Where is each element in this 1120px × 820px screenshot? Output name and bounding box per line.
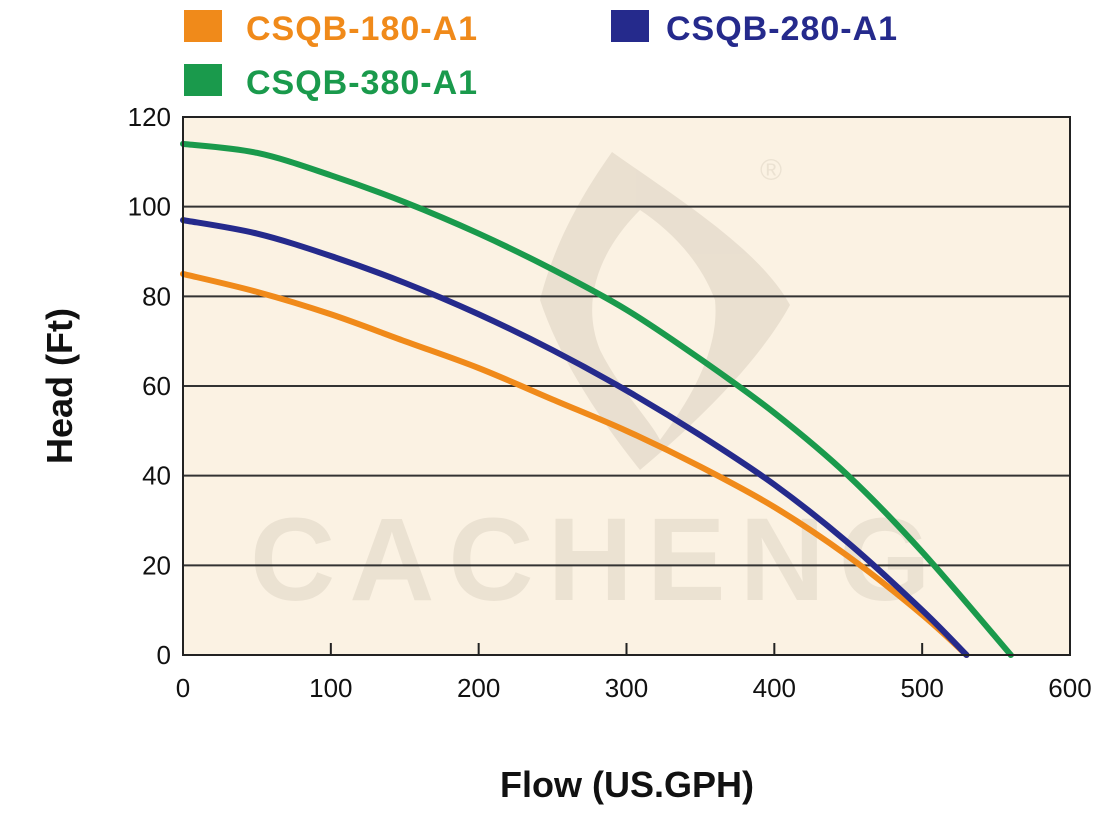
x-axis-title: Flow (US.GPH) xyxy=(500,764,754,805)
x-tick-label: 0 xyxy=(176,673,190,703)
legend-swatch-csqb-180-a1 xyxy=(184,10,222,42)
x-tick-label: 600 xyxy=(1048,673,1091,703)
y-tick-label: 20 xyxy=(142,550,171,580)
watermark: CACHENG ® xyxy=(250,152,945,626)
legend-label-csqb-280-a1: CSQB-280-A1 xyxy=(666,10,898,48)
series-line-csqb-280-a1 xyxy=(180,217,970,658)
legend-label-csqb-180-a1: CSQB-180-A1 xyxy=(246,10,478,48)
y-tick-label: 60 xyxy=(142,371,171,401)
grid-lines xyxy=(183,205,1070,567)
y-tick-label: 0 xyxy=(157,640,171,670)
watermark-logo-icon xyxy=(540,152,790,470)
legend-swatch-csqb-280-a1 xyxy=(611,10,649,42)
y-tick-label: 40 xyxy=(142,461,171,491)
y-axis-title: Head (Ft) xyxy=(39,308,80,464)
y-tick-label: 120 xyxy=(128,102,171,132)
x-tick-label: 200 xyxy=(457,673,500,703)
x-tick-label: 300 xyxy=(605,673,648,703)
watermark-text: CACHENG xyxy=(250,494,945,626)
legend-label-csqb-380-a1: CSQB-380-A1 xyxy=(246,64,478,102)
y-tick-label: 80 xyxy=(142,281,171,311)
y-axis-ticks: 0 20 40 60 80 100 120 xyxy=(128,102,171,670)
series-lines xyxy=(180,140,1014,658)
series-line-csqb-380-a1 xyxy=(180,140,1014,658)
x-tick-label: 400 xyxy=(753,673,796,703)
x-axis-ticks: 0 100 200 300 400 500 600 xyxy=(176,643,1092,703)
legend-swatch-csqb-380-a1 xyxy=(184,64,222,96)
plot-frame xyxy=(182,116,1071,656)
x-tick-label: 100 xyxy=(309,673,352,703)
registered-mark-icon: ® xyxy=(760,154,782,187)
legend: CSQB-180-A1 CSQB-280-A1 CSQB-380-A1 xyxy=(184,10,898,102)
series-line-csqb-180-a1 xyxy=(180,270,970,658)
x-tick-label: 500 xyxy=(900,673,943,703)
y-tick-label: 100 xyxy=(128,192,171,222)
